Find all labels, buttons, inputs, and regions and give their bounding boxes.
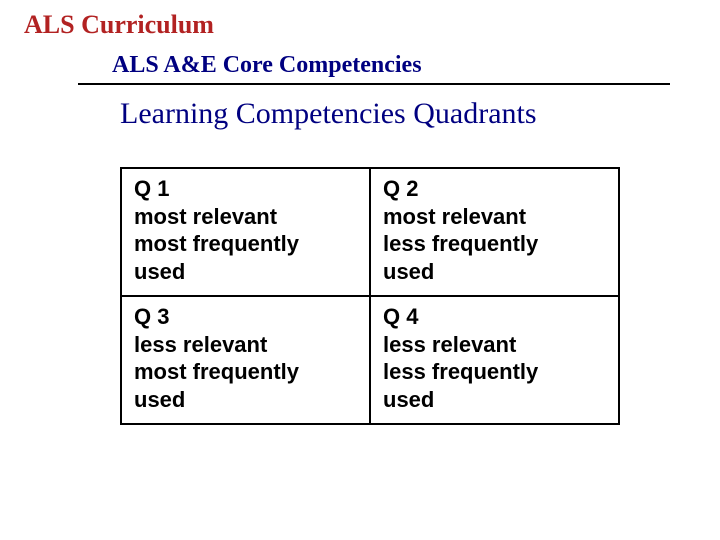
q-text: used <box>383 387 434 412</box>
q-label: Q 3 <box>134 304 169 329</box>
q-text: used <box>383 259 434 284</box>
q-text: less frequently <box>383 231 538 256</box>
table-row: Q 1 most relevant most frequently used Q… <box>121 168 619 296</box>
page-title: ALS Curriculum <box>24 10 700 40</box>
q-text: used <box>134 259 185 284</box>
cell-q2: Q 2 most relevant less frequently used <box>370 168 619 296</box>
quadrant-table: Q 1 most relevant most frequently used Q… <box>120 167 620 425</box>
page-subtitle: ALS A&E Core Competencies <box>112 52 700 79</box>
q-label: Q 1 <box>134 176 169 201</box>
q-text: most frequently <box>134 231 299 256</box>
q-text: most frequently <box>134 359 299 384</box>
q-text: most relevant <box>134 204 277 229</box>
divider <box>78 83 670 85</box>
cell-q4: Q 4 less relevant less frequently used <box>370 296 619 424</box>
q-text: less frequently <box>383 359 538 384</box>
q-label: Q 4 <box>383 304 418 329</box>
q-text: most relevant <box>383 204 526 229</box>
q-text: less relevant <box>134 332 267 357</box>
section-heading: Learning Competencies Quadrants <box>120 97 700 131</box>
q-text: used <box>134 387 185 412</box>
q-text: less relevant <box>383 332 516 357</box>
cell-q3: Q 3 less relevant most frequently used <box>121 296 370 424</box>
cell-q1: Q 1 most relevant most frequently used <box>121 168 370 296</box>
q-label: Q 2 <box>383 176 418 201</box>
table-row: Q 3 less relevant most frequently used Q… <box>121 296 619 424</box>
slide: ALS Curriculum ALS A&E Core Competencies… <box>0 0 720 540</box>
